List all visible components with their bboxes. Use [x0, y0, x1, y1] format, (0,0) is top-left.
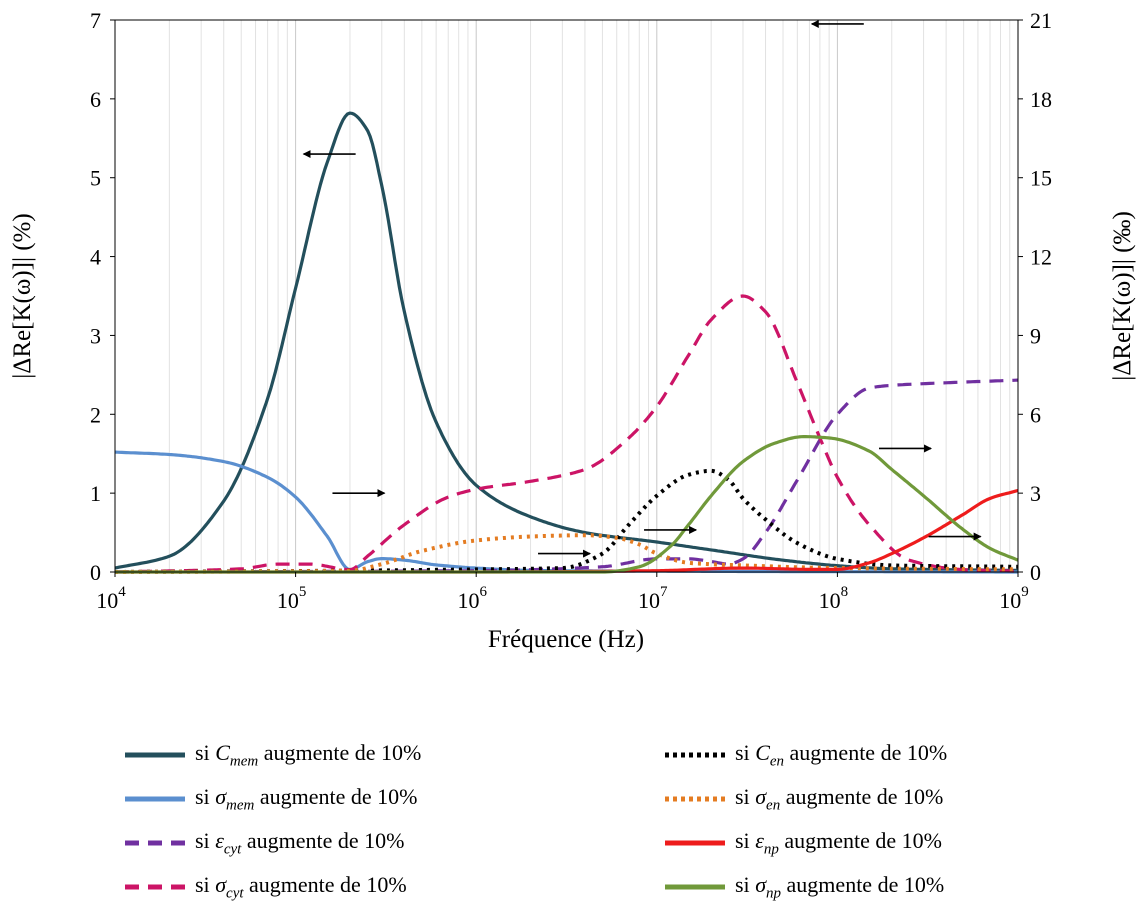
series-layer: [114, 111, 1019, 574]
y-tick-label-right: 9: [1030, 323, 1041, 348]
legend-item-eps-np: si εnp augmente de 10%: [665, 825, 942, 861]
y-tick-label-left: 5: [90, 166, 101, 191]
y-axis-label-left: |ΔRe[K(ω)]| (%): [9, 213, 36, 378]
y-tick-label-right: 6: [1030, 402, 1041, 427]
y-tick-label-left: 1: [90, 481, 101, 506]
legend-item-sigma-np: si σnp augmente de 10%: [665, 869, 944, 905]
series-line-σ-np: [115, 435, 1019, 574]
y-tick-label-left: 3: [90, 323, 101, 348]
legend-swatch: [125, 884, 185, 890]
legend: si Cmem augmente de 10% si σmem augmente…: [0, 735, 1146, 915]
legend-swatch: [125, 752, 185, 758]
legend-item-c-mem: si Cmem augmente de 10%: [125, 737, 421, 773]
legend-swatch: [665, 752, 725, 758]
x-tick-label: 107: [638, 584, 668, 613]
series-line-ε-cyt: [115, 378, 1019, 574]
legend-item-sigma-cyt: si σcyt augmente de 10%: [125, 869, 407, 905]
legend-item-sigma-en: si σen augmente de 10%: [665, 781, 943, 817]
arrows: [302, 19, 982, 558]
x-tick-label: 109: [999, 584, 1029, 613]
y-tick-label-left: 7: [90, 8, 101, 33]
grid: [168, 20, 1011, 572]
legend-swatch: [125, 796, 185, 802]
y-tick-label-left: 6: [90, 87, 101, 112]
legend-label: si Cen augmente de 10%: [735, 739, 948, 770]
y-tick-label-right: 15: [1030, 166, 1052, 191]
y-tick-label-right: 12: [1030, 245, 1052, 270]
x-tick-label: 105: [277, 584, 307, 613]
legend-swatch: [665, 840, 725, 846]
x-tick-label: 104: [96, 584, 126, 613]
legend-label: si σcyt augmente de 10%: [195, 871, 407, 902]
legend-item-sigma-mem: si σmem augmente de 10%: [125, 781, 417, 817]
legend-swatch: [665, 796, 725, 802]
series-line-σ-en: [115, 533, 1018, 574]
series-line-σ-cyt: [114, 294, 1019, 574]
legend-label: si εnp augmente de 10%: [735, 827, 942, 858]
legend-label: si σnp augmente de 10%: [735, 871, 945, 902]
x-tick-label: 108: [819, 584, 849, 613]
y-tick-label-right: 21: [1030, 8, 1052, 33]
legend-label: si σen augmente de 10%: [735, 783, 944, 814]
y-tick-label-left: 4: [90, 245, 101, 270]
legend-item-eps-cyt: si εcyt augmente de 10%: [125, 825, 404, 861]
legend-swatch: [125, 840, 185, 846]
y-tick-label-left: 0: [90, 560, 101, 585]
legend-label: si σmem augmente de 10%: [195, 783, 418, 814]
x-axis-label: Fréquence (Hz): [488, 626, 644, 653]
legend-swatch: [665, 884, 725, 890]
legend-item-c-en: si Cen augmente de 10%: [665, 737, 947, 773]
y-tick-label-right: 18: [1030, 87, 1052, 112]
legend-label: si εcyt augmente de 10%: [195, 827, 405, 858]
series-line-ε-np: [115, 488, 1019, 574]
y-tick-label-left: 2: [90, 402, 101, 427]
y-tick-label-right: 0: [1030, 560, 1041, 585]
y-axis-label-right: |ΔRe[K(ω)]| (‰): [1109, 211, 1136, 381]
series-line-C-mem: [114, 111, 1018, 573]
x-tick-label: 106: [457, 584, 487, 613]
legend-label: si Cmem augmente de 10%: [195, 739, 422, 770]
plot-frame: [114, 19, 1019, 573]
y-tick-label-right: 3: [1030, 481, 1041, 506]
